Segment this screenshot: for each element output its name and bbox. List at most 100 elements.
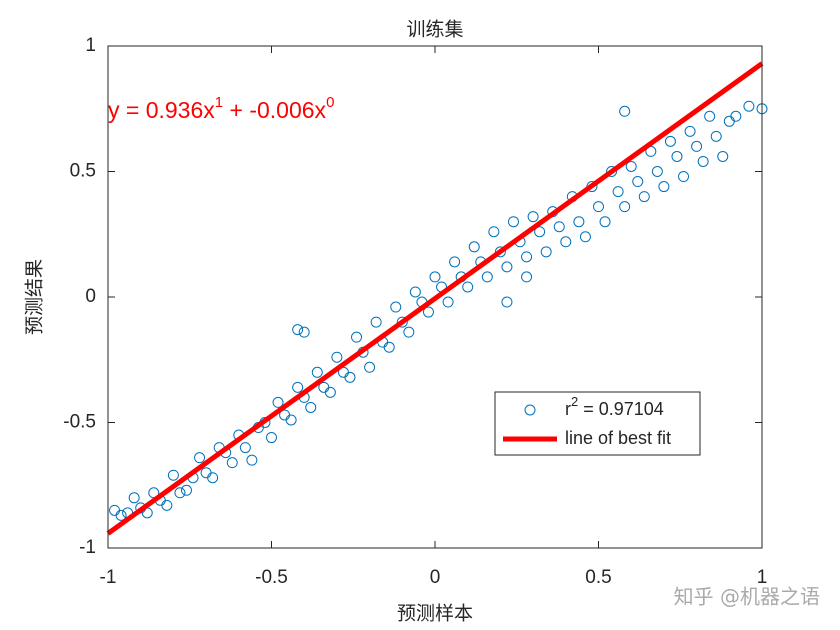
superscript: 0 (326, 94, 334, 111)
scatter-point (324, 386, 336, 398)
scatter-point (311, 366, 323, 378)
scatter-point (396, 316, 408, 328)
scatter-point (501, 296, 513, 308)
scatter-point (619, 105, 631, 117)
fit-equation: y = 0.936x1 + -0.006x0 (108, 94, 334, 123)
y-tick-label: 1 (85, 35, 96, 56)
scatter-point (128, 492, 140, 504)
scatter-point (658, 181, 670, 193)
scatter-point (678, 171, 690, 183)
scatter-point (403, 326, 415, 338)
scatter-point (390, 301, 402, 313)
scatter-point (599, 216, 611, 228)
scatter-point (619, 201, 631, 213)
watermark: 知乎 @机器之语 (674, 585, 820, 609)
scatter-point (651, 166, 663, 177)
scatter-point (449, 256, 461, 268)
scatter-point (697, 155, 709, 167)
scatter-point (285, 414, 297, 426)
scatter-point (625, 160, 637, 172)
scatter-point (331, 351, 343, 363)
y-tick-label: -0.5 (63, 412, 96, 433)
scatter-point (226, 457, 238, 469)
scatter-point (534, 226, 546, 238)
scatter-point (710, 130, 722, 142)
scatter-point (593, 201, 604, 213)
superscript: 1 (215, 94, 223, 111)
x-tick-label: -0.5 (255, 567, 288, 588)
scatter-point (664, 135, 676, 147)
scatter-point (422, 306, 434, 318)
scatter-point (540, 246, 552, 258)
chart-title: 训练集 (406, 19, 463, 41)
scatter-point (573, 216, 585, 228)
scatter-point (409, 286, 421, 298)
y-tick-label: -1 (79, 537, 96, 558)
scatter-point (632, 176, 644, 188)
scatter-point (174, 487, 186, 499)
scatter-point (691, 140, 703, 152)
scatter-point (370, 316, 382, 328)
scatter-point (527, 211, 539, 223)
scatter-point (207, 472, 219, 484)
fit-line (106, 61, 764, 536)
y-tick-label: 0 (85, 286, 96, 307)
equation-part: y = 0.936x (108, 97, 215, 123)
scatter-point (481, 271, 493, 283)
x-tick-label: -1 (100, 567, 117, 588)
x-tick-label: 0.5 (585, 567, 611, 588)
scatter-point (743, 100, 755, 112)
scatter-point (115, 509, 127, 521)
scatter-point (305, 401, 317, 413)
scatter-point (246, 454, 258, 466)
scatter-point (671, 150, 683, 162)
legend-part: r (565, 399, 571, 419)
scatter-point (194, 452, 206, 464)
scatter-point (501, 261, 513, 273)
scatter-point (272, 396, 284, 408)
scatter-point (612, 186, 624, 198)
scatter-point (180, 484, 192, 496)
scatter-point (292, 381, 304, 393)
legend-marker (524, 404, 536, 416)
scatter-point (507, 216, 519, 228)
scatter-point (717, 150, 729, 162)
scatter-point (468, 241, 480, 253)
scatter-point (266, 432, 277, 444)
scatter-point (553, 221, 565, 233)
scatter-point (161, 499, 173, 511)
legend-label: line of best fit (565, 428, 671, 448)
scatter-point (364, 361, 376, 373)
scatter-point (442, 296, 454, 308)
y-axis-label: 预测结果 (24, 259, 46, 335)
scatter-point (704, 110, 716, 122)
legend-part: = 0.97104 (578, 399, 664, 419)
scatter-point (488, 226, 500, 238)
legend-label: r2 = 0.97104 (565, 394, 664, 418)
scatter-point (298, 326, 310, 338)
scatter-point (167, 469, 179, 481)
scatter-point (638, 191, 650, 203)
x-axis-label: 预测样本 (397, 603, 473, 625)
scatter-point (684, 125, 696, 137)
scatter-point (429, 271, 441, 283)
scatter-point (462, 281, 474, 293)
scatter-point (730, 110, 742, 122)
superscript: 2 (571, 394, 578, 409)
equation-part: + -0.006x (223, 97, 326, 123)
scatter-point (344, 371, 356, 383)
scatter-point (351, 331, 363, 343)
legend-box (494, 391, 701, 456)
scatter-point (383, 341, 395, 353)
x-tick-label: 0 (430, 567, 441, 588)
scatter-point (239, 442, 251, 454)
scatter-point (579, 231, 591, 243)
scatter-point (606, 166, 618, 177)
scatter-point (560, 236, 572, 248)
scatter-point (494, 246, 506, 258)
scatter-point (292, 324, 304, 336)
scatter-point (521, 271, 533, 283)
y-tick-label: 0.5 (70, 161, 96, 182)
x-tick-label: 1 (757, 567, 768, 588)
